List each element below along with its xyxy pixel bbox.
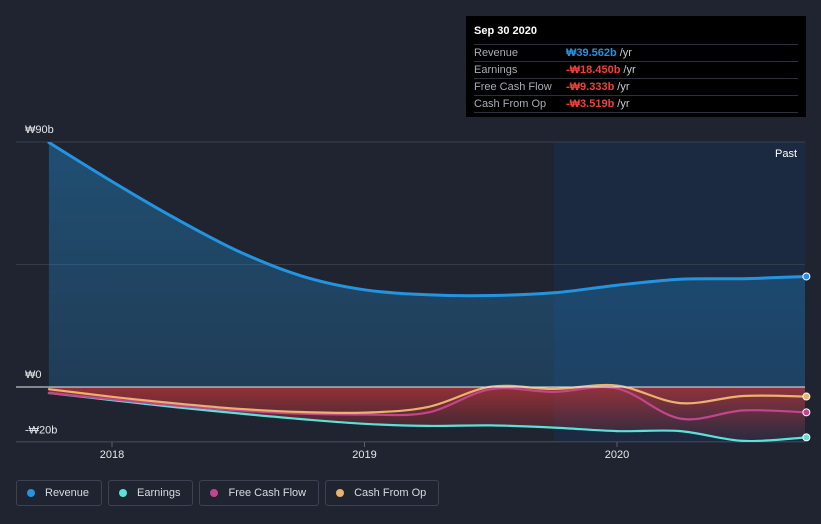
earnings-endpoint[interactable] <box>802 433 811 442</box>
y-tick-label: ₩0 <box>25 369 42 381</box>
tooltip-row-unit: /yr <box>617 98 630 110</box>
cash-from-op-endpoint[interactable] <box>802 392 811 401</box>
tooltip-row: Cash From Op -₩3.519b/yr <box>474 95 798 113</box>
free-cash-flow-line <box>47 385 805 421</box>
tooltip-date: Sep 30 2020 <box>474 25 537 37</box>
legend-label: Earnings <box>137 487 181 499</box>
x-tick-label: 2019 <box>352 449 376 461</box>
legend-dot-icon <box>336 489 345 497</box>
tooltip-row-value: ₩39.562b <box>566 47 617 59</box>
tooltip-row-label: Free Cash Flow <box>474 81 552 93</box>
past-label: Past <box>775 148 797 160</box>
tooltip-row-label: Cash From Op <box>474 98 547 110</box>
cash-from-op-line <box>47 383 805 415</box>
legend-dot-icon <box>119 489 128 497</box>
tooltip-row-value: -₩3.519b <box>566 98 615 110</box>
tooltip-row-label: Revenue <box>474 47 519 59</box>
earnings-line <box>47 391 805 442</box>
tooltip-row: Earnings -₩18.450b/yr <box>474 61 798 78</box>
loss-area <box>48 387 805 442</box>
legend-dot-icon <box>27 489 35 497</box>
tooltip-row-value: -₩9.333b <box>566 81 615 93</box>
tooltip-row-unit: /yr <box>619 47 632 59</box>
tooltip-row-unit: /yr <box>617 81 630 93</box>
tooltip-row-unit: /yr <box>623 64 636 76</box>
revenue-area <box>48 142 805 387</box>
legend-item-earnings[interactable]: Earnings <box>108 480 194 506</box>
revenue-line <box>47 142 805 298</box>
x-tick-label: 2018 <box>100 449 124 461</box>
legend-dot-icon <box>210 489 219 497</box>
legend-label: Free Cash Flow <box>228 487 307 499</box>
x-tick-label: 2020 <box>605 449 629 461</box>
tooltip-row: Revenue ₩39.562b/yr <box>474 44 798 61</box>
legend-item-free-cash-flow[interactable]: Free Cash Flow <box>199 480 320 506</box>
revenue-endpoint[interactable] <box>802 272 811 281</box>
legend: Revenue Earnings Free Cash Flow Cash From O… <box>16 480 445 508</box>
legend-label: Revenue <box>45 487 90 499</box>
tooltip-panel: Sep 30 2020 Revenue ₩39.562b/yr Earnings -₩… <box>466 16 806 117</box>
tooltip-row: Free Cash Flow -₩9.333b/yr <box>474 78 798 95</box>
legend-label: Cash From Op <box>354 487 427 499</box>
legend-item-revenue[interactable]: Revenue <box>16 480 103 506</box>
y-tick-label: -₩20b <box>25 424 57 436</box>
legend-item-cash-from-op[interactable]: Cash From Op <box>325 480 440 506</box>
free-cash-flow-endpoint[interactable] <box>802 408 811 417</box>
tooltip-row-value: -₩18.450b <box>566 64 621 76</box>
y-tick-label: ₩90b <box>25 124 54 136</box>
tooltip-row-label: Earnings <box>474 64 518 76</box>
